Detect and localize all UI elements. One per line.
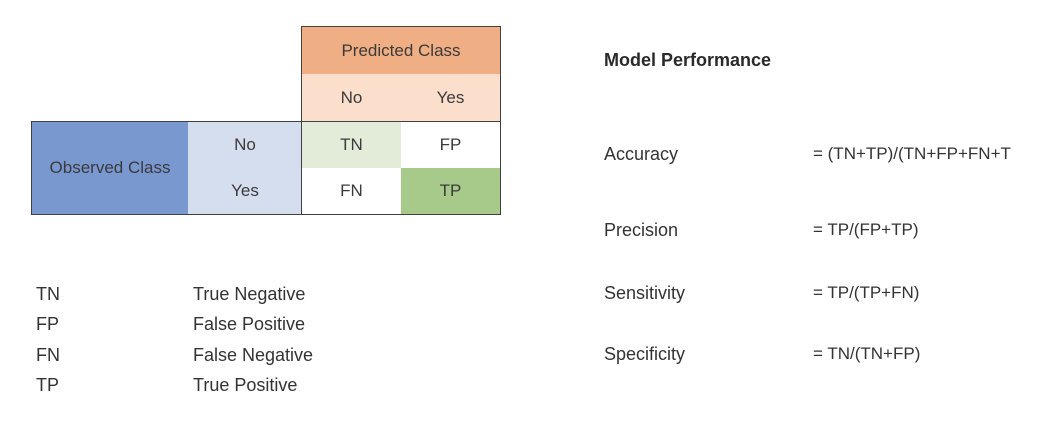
observed-yes-header: Yes — [188, 168, 302, 214]
legend-meaning: False Negative — [193, 345, 314, 365]
metric-name: Sensitivity — [604, 283, 686, 303]
performance-title: Model Performance — [604, 50, 772, 70]
legend-abbr: FP — [36, 314, 60, 334]
observed-class-header: Observed Class — [32, 122, 188, 214]
predicted-yes-header: Yes — [401, 74, 500, 122]
observed-no-header: No — [188, 122, 302, 168]
predicted-no-label: No — [340, 88, 363, 107]
observed-no-label: No — [234, 135, 256, 154]
predicted-class-header: Predicted Class — [302, 27, 500, 74]
cell-fn-label: FN — [340, 181, 363, 200]
metric-formula: = TP/(TP+FN) — [813, 283, 920, 302]
legend-meaning: False Positive — [193, 314, 306, 334]
observed-class-label: Observed Class — [49, 158, 171, 177]
observed-yes-label: Yes — [231, 181, 259, 200]
legend-abbr: TN — [36, 284, 60, 304]
metric-name: Precision — [604, 220, 679, 240]
cell-tp-label: TP — [439, 181, 462, 200]
cell-fp: FP — [401, 122, 500, 168]
legend-meaning: True Positive — [193, 375, 298, 395]
predicted-class-label: Predicted Class — [341, 40, 461, 60]
metric-name: Specificity — [604, 344, 686, 364]
metric-formula: = TN/(TN+FP) — [813, 344, 921, 363]
predicted-yes-label: Yes — [436, 88, 465, 107]
metric-formula: = (TN+TP)/(TN+FP+FN+T — [813, 144, 1011, 163]
legend-meaning: True Negative — [193, 284, 306, 304]
legend-abbr: TP — [36, 375, 60, 395]
cell-fn: FN — [302, 168, 401, 214]
predicted-no-header: No — [302, 74, 401, 122]
cell-tp: TP — [401, 168, 500, 214]
cell-tn-label: TN — [340, 135, 363, 154]
cell-fp-label: FP — [439, 135, 462, 154]
metric-name: Accuracy — [604, 144, 679, 164]
cell-tn: TN — [302, 122, 401, 168]
metric-formula: = TP/(FP+TP) — [813, 220, 919, 239]
legend-abbr: FN — [36, 345, 60, 365]
